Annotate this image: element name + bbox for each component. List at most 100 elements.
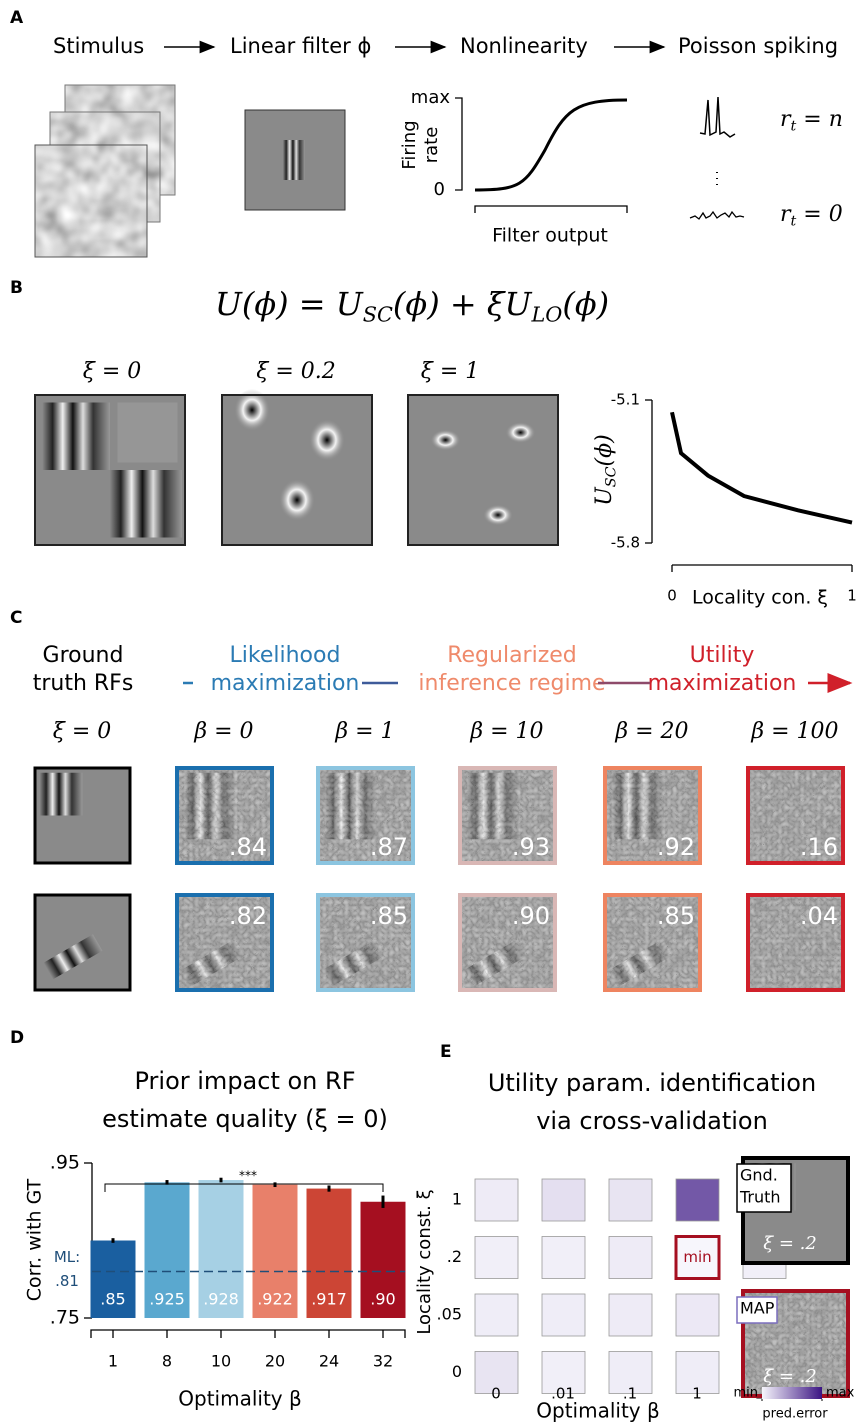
image-blob xyxy=(431,430,461,451)
y-tick-label: .95 xyxy=(50,1152,80,1174)
heatmap-cell xyxy=(475,1294,518,1336)
colorbar-tick-label: min xyxy=(733,1386,758,1401)
column-label: β = 0 xyxy=(193,719,253,744)
figure: ABCDEStimulusLinear filter ϕNonlinearity… xyxy=(0,0,857,1423)
score-label: .92 xyxy=(657,833,695,861)
math-part: U(ϕ) = U xyxy=(215,285,364,323)
image-noise xyxy=(35,145,147,257)
axis xyxy=(475,206,627,213)
inset-xi-label: ξ = .2 xyxy=(763,1366,817,1387)
regime-header: truth RFs xyxy=(33,671,134,696)
y-axis-label: USC(ϕ) xyxy=(592,434,620,505)
inset-xi-label: ξ = .2 xyxy=(763,1233,817,1254)
x-tick-label: 8 xyxy=(162,1352,172,1371)
regime-header: Regularized xyxy=(447,643,577,668)
score-label: .87 xyxy=(370,833,408,861)
heatmap-cell xyxy=(609,1237,652,1279)
column-label: β = 100 xyxy=(750,719,838,744)
score-label: .84 xyxy=(229,833,267,861)
value-label: .90 xyxy=(370,1290,395,1309)
chart-title: via cross-validation xyxy=(536,1107,768,1135)
colorbar-label: pred.error xyxy=(762,1407,828,1422)
y-tick-label: -5.1 xyxy=(611,391,640,409)
heatmap-cell xyxy=(676,1179,719,1221)
filter-label: ξ = 0 xyxy=(83,359,142,384)
regime-header: Likelihood xyxy=(230,643,341,668)
math-label: U(ϕ) = USC(ϕ) + ξULO(ϕ) xyxy=(215,285,609,327)
score-label: .16 xyxy=(800,833,838,861)
y-tick-label: -5.8 xyxy=(611,534,640,552)
score-label: .82 xyxy=(229,902,267,930)
regime-header: maximization xyxy=(211,671,360,696)
filter-label: ξ = 0.2 xyxy=(256,359,336,384)
pipeline-step: Stimulus xyxy=(53,34,144,58)
noise-trace xyxy=(690,212,744,219)
inset-label: Truth xyxy=(739,1188,781,1207)
math-part: SC xyxy=(363,302,393,326)
math-part: (ϕ) + ξU xyxy=(393,285,533,323)
y-tick-label: .75 xyxy=(50,1307,80,1329)
image-stripes xyxy=(43,403,111,471)
colorbar xyxy=(762,1387,822,1399)
x-axis-label: Optimality β xyxy=(178,1387,302,1411)
inset-label: Gnd. xyxy=(740,1166,778,1185)
regime-header: Utility xyxy=(690,643,755,668)
value-label: .928 xyxy=(203,1290,239,1309)
value-label: .85 xyxy=(100,1290,125,1309)
axis-label: Firing xyxy=(399,120,420,169)
x-axis xyxy=(91,1330,405,1338)
x-tick-label: 1 xyxy=(692,1385,702,1403)
math-part: = 0 xyxy=(796,202,842,227)
math-part: (ϕ) xyxy=(562,285,609,323)
value-label: .917 xyxy=(311,1290,347,1309)
value-label: .922 xyxy=(257,1290,293,1309)
data-line xyxy=(672,412,852,522)
score-label: .04 xyxy=(800,902,838,930)
reference-label: ML: xyxy=(54,1248,80,1266)
score-label: .85 xyxy=(657,902,695,930)
x-tick-label: 0 xyxy=(667,587,677,605)
x-axis-label: Optimality β xyxy=(536,1399,660,1423)
math-part: (ϕ) xyxy=(592,434,617,466)
heatmap-cell xyxy=(475,1179,518,1221)
x-tick-label: 24 xyxy=(319,1352,339,1371)
x-tick-label: 1 xyxy=(847,587,857,605)
regime-header: inference regime xyxy=(418,671,605,696)
panel-label: B xyxy=(10,278,23,298)
score-label: .90 xyxy=(512,902,550,930)
score-label: .93 xyxy=(512,833,550,861)
y-tick-label: .05 xyxy=(437,1305,462,1324)
image-blob xyxy=(483,505,513,526)
image-blob xyxy=(309,419,345,461)
x-axis-label: Locality con. ξ xyxy=(692,587,828,609)
chart-title: Prior impact on RF xyxy=(135,1067,356,1095)
heatmap-cell xyxy=(542,1237,585,1279)
image-stripes xyxy=(110,470,182,538)
heatmap-cell xyxy=(676,1294,719,1336)
x-tick-label: 32 xyxy=(373,1352,393,1371)
panel-label: D xyxy=(10,1028,24,1048)
y-axis-label: Corr. with GT xyxy=(24,1178,46,1301)
column-label: β = 1 xyxy=(334,719,394,744)
colorbar-tick-label: max xyxy=(826,1386,855,1401)
filter-label: ξ = 1 xyxy=(421,359,480,384)
y-axis-label: Locality const. ξ xyxy=(414,1189,435,1334)
column-label: β = 10 xyxy=(469,719,543,744)
tick-label: 0 xyxy=(434,179,445,200)
math-part: U xyxy=(592,486,617,506)
heatmap-cell xyxy=(542,1179,585,1221)
math-part: SC xyxy=(604,466,620,487)
image-blob xyxy=(279,479,315,521)
image-stripes xyxy=(283,140,305,180)
score-label: .85 xyxy=(370,902,408,930)
y-tick-label: 0 xyxy=(452,1362,462,1381)
image-blob xyxy=(506,422,536,443)
sigmoid-curve xyxy=(475,100,627,190)
x-tick-label: 0 xyxy=(491,1385,501,1403)
tick-label: max xyxy=(411,87,451,108)
heatmap-cell xyxy=(609,1294,652,1336)
spike-trace xyxy=(700,97,735,137)
pipeline-step: Linear filter ϕ xyxy=(230,34,371,58)
math-label: rt = 0 xyxy=(780,202,843,230)
column-label: ξ = 0 xyxy=(53,719,112,744)
